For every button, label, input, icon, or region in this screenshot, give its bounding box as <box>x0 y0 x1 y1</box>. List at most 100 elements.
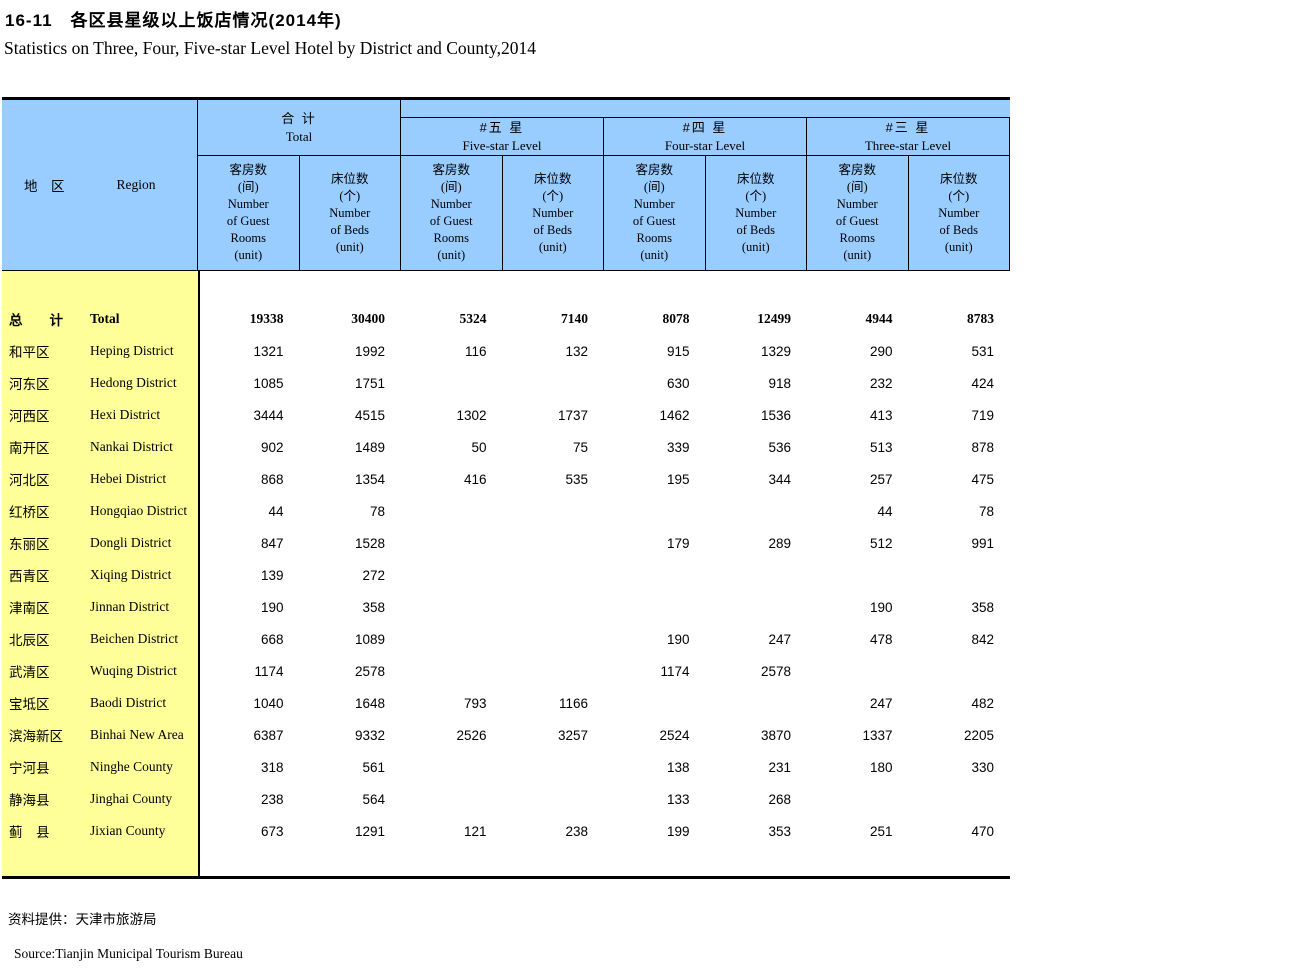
three-star-beds-value: 475 <box>971 471 994 487</box>
region-cell: 静海县 Jinghai County <box>2 789 198 809</box>
total-rooms-value: 847 <box>260 535 284 551</box>
region-name-en: Beichen District <box>90 631 179 646</box>
three-star-rooms-value: 247 <box>869 695 893 711</box>
table-row: 河东区 Hedong District 1085 1751 630 918 23… <box>2 367 1010 399</box>
total-rooms-value: 139 <box>260 567 284 583</box>
four-star-beds-value: 3870 <box>760 727 791 743</box>
three-star-beds-value: 358 <box>971 599 994 615</box>
region-name-en: Ninghe County <box>90 759 173 774</box>
four-star-rooms-value: 339 <box>666 439 690 455</box>
region-name-en: Jixian County <box>90 823 166 838</box>
region-cell: 东丽区 Dongli District <box>2 533 198 553</box>
region-name-cn: 东丽区 <box>9 537 50 552</box>
region-name-cn: 武清区 <box>9 665 50 680</box>
header-group-total-en: Total <box>285 129 313 144</box>
three-star-beds-value: 991 <box>971 535 994 551</box>
page-title: 16-11 各区县星级以上饭店情况(2014年) <box>5 11 342 30</box>
region-name-cn: 南开区 <box>9 441 50 456</box>
region-name-cn: 津南区 <box>9 601 50 616</box>
region-name-en: Wuqing District <box>90 663 177 678</box>
region-name-en: Heping District <box>90 343 174 358</box>
header-region-cell: 地 区 Region <box>2 100 198 270</box>
region-name-en: Total <box>90 311 120 326</box>
region-cell: 河西区 Hexi District <box>2 405 198 425</box>
three-star-beds-value: 78 <box>978 503 994 519</box>
table-body: 总 计 Total 19338 30400 5324 7140 8078 124… <box>2 271 1010 879</box>
total-rooms-value: 868 <box>260 471 284 487</box>
total-rooms-value: 1174 <box>254 663 284 679</box>
region-name-cn: 总 计 <box>9 313 63 328</box>
table-row: 红桥区 Hongqiao District 44 78 44 78 <box>2 495 1010 527</box>
table-row: 河北区 Hebei District 868 1354 416 535 195 … <box>2 463 1010 495</box>
header-group-five-star-cn: #五 星 <box>479 120 525 135</box>
header-subcol-three-rooms: 客房数 (间) Number of Guest Rooms (unit) <box>807 156 909 270</box>
region-name-cn: 静海县 <box>9 793 50 808</box>
three-star-rooms-value: 290 <box>869 343 893 359</box>
header-group-three-star: #三 星 Three-star Level <box>807 118 1010 156</box>
three-star-rooms-value: 513 <box>869 439 893 455</box>
total-rooms-value: 44 <box>268 503 284 519</box>
four-star-beds-value: 344 <box>768 471 791 487</box>
total-beds-value: 1291 <box>354 823 385 839</box>
three-star-beds-value: 330 <box>971 759 994 775</box>
region-name-en: Hongqiao District <box>90 503 188 518</box>
five-star-rooms-value: 2526 <box>456 727 487 743</box>
table-row: 南开区 Nankai District 902 1489 50 75 339 5… <box>2 431 1010 463</box>
header-group-five-star-en: Five-star Level <box>462 138 542 153</box>
total-beds-value: 78 <box>369 503 385 519</box>
region-cell: 北辰区 Beichen District <box>2 629 198 649</box>
total-rooms-value: 6387 <box>253 727 284 743</box>
four-star-beds-value: 289 <box>768 535 791 551</box>
four-star-rooms-value: 190 <box>666 631 690 647</box>
four-star-beds-value: 12499 <box>757 311 791 326</box>
four-star-rooms-value: 915 <box>666 343 690 359</box>
three-star-rooms-value: 1337 <box>862 727 893 743</box>
table-rows: 总 计 Total 19338 30400 5324 7140 8078 124… <box>2 303 1010 847</box>
region-name-cn: 蓟 县 <box>9 825 50 840</box>
page-subtitle: Statistics on Three, Four, Five-star Lev… <box>4 38 536 58</box>
total-rooms-value: 1085 <box>253 375 284 391</box>
region-name-en: Jinnan District <box>90 599 170 614</box>
region-cell: 红桥区 Hongqiao District <box>2 501 198 521</box>
four-star-rooms-value: 1174 <box>660 663 690 679</box>
table-header: 地 区 Region 合 计 Total #五 星 Five-star Leve… <box>2 97 1010 271</box>
four-star-rooms-value: 199 <box>666 823 690 839</box>
header-subcol-four-rooms: 客房数 (间) Number of Guest Rooms (unit) <box>604 156 706 270</box>
table-row: 宝坻区 Baodi District 1040 1648 793 1166 24… <box>2 687 1010 719</box>
four-star-beds-value: 1329 <box>760 343 791 359</box>
three-star-rooms-value: 251 <box>869 823 893 839</box>
four-star-rooms-value: 133 <box>666 791 690 807</box>
total-beds-value: 272 <box>362 567 385 583</box>
stats-table: 地 区 Region 合 计 Total #五 星 Five-star Leve… <box>2 97 1010 879</box>
region-name-en: Xiqing District <box>90 567 172 582</box>
four-star-beds-value: 2578 <box>760 663 791 679</box>
three-star-rooms-value: 512 <box>869 535 893 551</box>
total-beds-value: 1489 <box>354 439 385 455</box>
region-cell: 总 计 Total <box>2 309 198 329</box>
region-cell: 南开区 Nankai District <box>2 437 198 457</box>
region-cell: 宝坻区 Baodi District <box>2 693 198 713</box>
total-beds-value: 1354 <box>354 471 385 487</box>
total-beds-value: 358 <box>362 599 385 615</box>
table-row: 西青区 Xiqing District 139 272 <box>2 559 1010 591</box>
four-star-beds-value: 231 <box>768 759 791 775</box>
table-row: 宁河县 Ninghe County 318 561 138 231 180 33… <box>2 751 1010 783</box>
region-name-cn: 红桥区 <box>9 505 50 520</box>
total-rooms-value: 318 <box>260 759 284 775</box>
five-star-rooms-value: 793 <box>463 695 487 711</box>
source-note-cn: 资料提供：天津市旅游局 <box>8 912 157 927</box>
region-cell: 蓟 县 Jixian County <box>2 821 198 841</box>
region-cell: 滨海新区 Binhai New Area <box>2 725 198 745</box>
three-star-rooms-value: 257 <box>869 471 893 487</box>
total-beds-value: 564 <box>362 791 385 807</box>
table-row: 津南区 Jinnan District 190 358 190 358 <box>2 591 1010 623</box>
total-rooms-value: 19338 <box>249 311 284 326</box>
total-beds-value: 1528 <box>354 535 385 551</box>
three-star-rooms-value: 180 <box>869 759 893 775</box>
table-row: 总 计 Total 19338 30400 5324 7140 8078 124… <box>2 303 1010 335</box>
total-rooms-value: 238 <box>260 791 284 807</box>
three-star-rooms-value: 44 <box>877 503 893 519</box>
region-name-cn: 北辰区 <box>9 633 50 648</box>
header-group-total: 合 计 Total <box>198 100 401 156</box>
five-star-rooms-value: 116 <box>464 343 487 359</box>
